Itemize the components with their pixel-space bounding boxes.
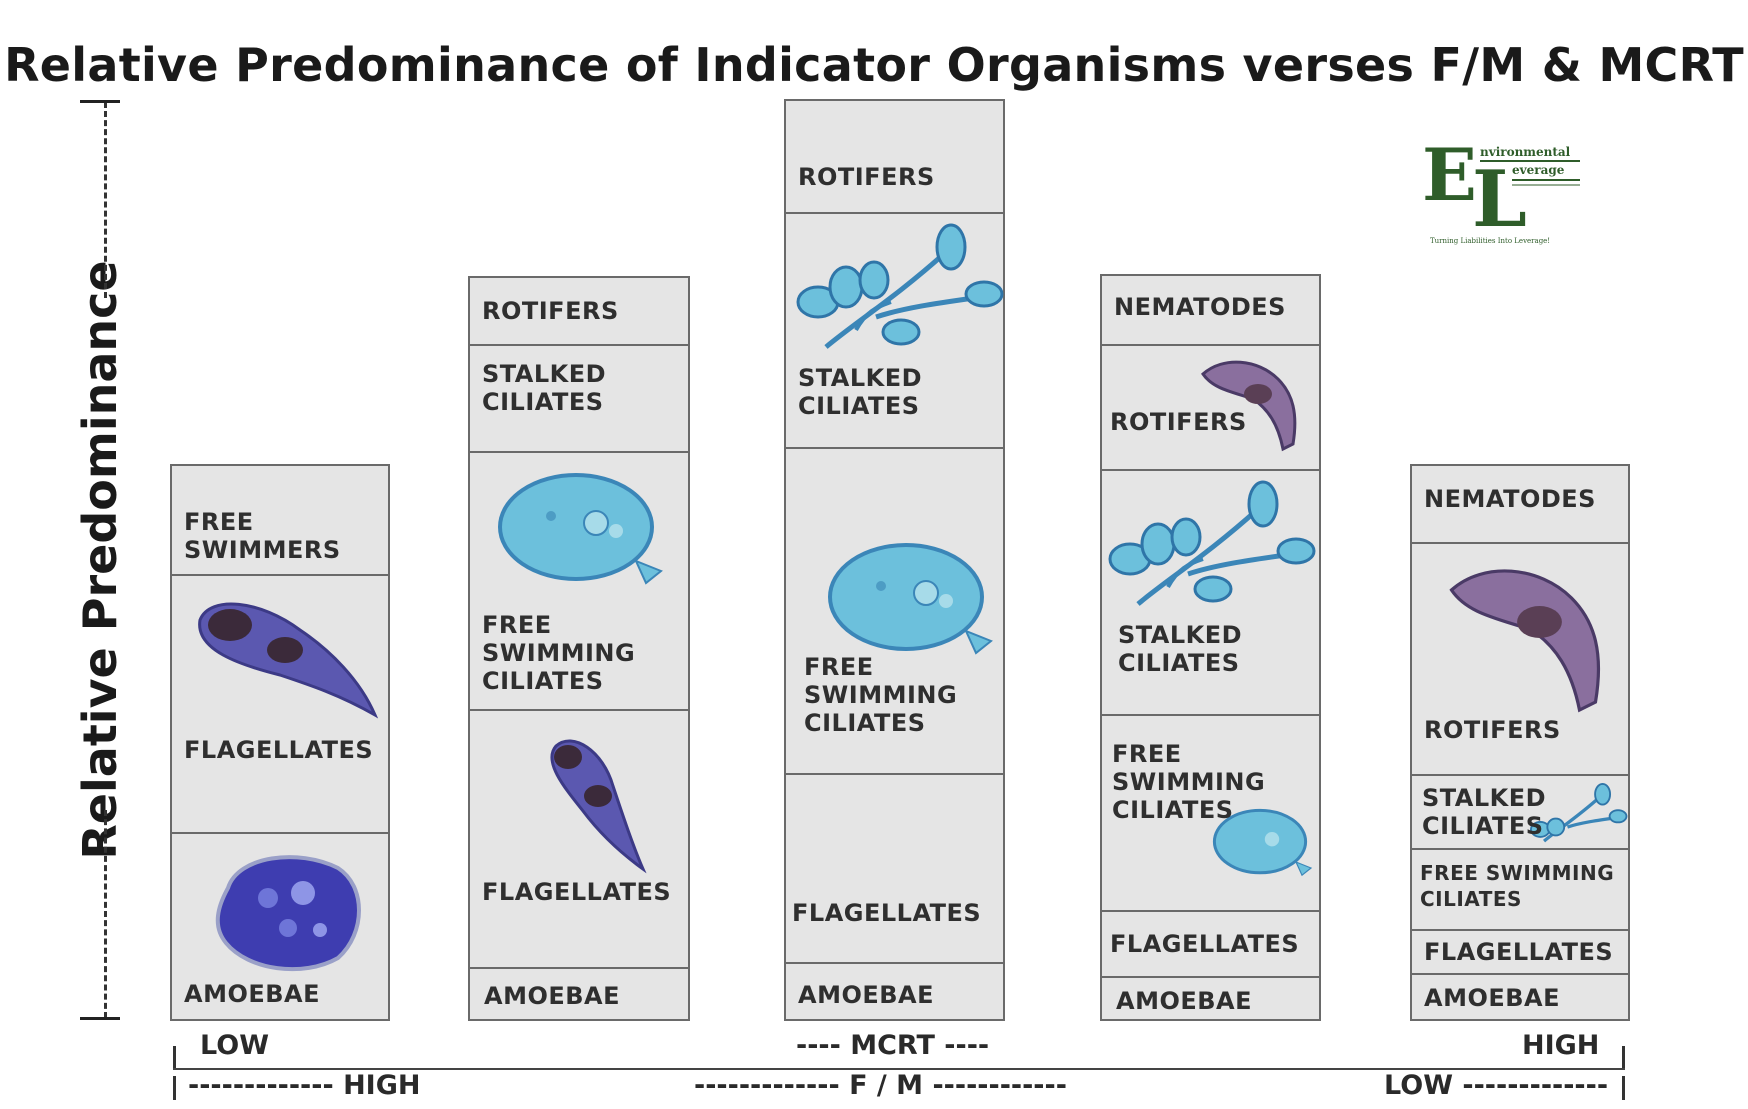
stalked-ciliate-icon xyxy=(1108,480,1316,606)
cell-label: FREE SWIMMING CILIATES xyxy=(1420,861,1615,911)
cell-label: STALKED CILIATES xyxy=(482,360,607,416)
y-axis-lower-dashed-line xyxy=(104,810,107,1018)
rotifer-icon xyxy=(1201,360,1297,452)
cell-label: NEMATODES xyxy=(1424,485,1596,513)
cell-stalked-ciliates: STALKED CILIATES xyxy=(1102,469,1319,714)
cell-label: AMOEBAE xyxy=(798,981,935,1009)
svg-text:everage: everage xyxy=(1512,163,1565,177)
fm-axis-right-tick xyxy=(1622,1076,1625,1100)
cell-free-swimming-ciliates: FREE SWIMMING CILIATES xyxy=(470,451,688,709)
cell-free-swimming-ciliates: FREE SWIMMING CILIATES xyxy=(1102,714,1319,910)
cell-label: FREE SWIMMING CILIATES xyxy=(804,653,958,737)
cell-flagellates: FLAGELLATES xyxy=(1412,929,1628,973)
flagellate-icon xyxy=(198,602,379,719)
column-mid-mcrt: ROTIFERS STALKED CILIATES FREE SWIMMING … xyxy=(784,99,1005,1021)
cell-rotifers: ROTIFERS xyxy=(1412,542,1628,774)
fm-axis-high-label: ------------- HIGH xyxy=(188,1070,421,1101)
mcrt-axis-low-label: LOW xyxy=(200,1030,269,1061)
fm-axis-left-tick xyxy=(173,1076,176,1100)
cell-label: NEMATODES xyxy=(1114,293,1286,321)
y-axis-upper-dashed-line xyxy=(104,102,107,298)
cell-label: AMOEBAE xyxy=(184,980,321,1008)
cell-label: FREE SWIMMING CILIATES xyxy=(1112,740,1266,824)
cell-flagellates: FLAGELLATES xyxy=(470,709,688,967)
rotifer-icon xyxy=(1449,569,1601,713)
svg-text:E: E xyxy=(1422,132,1477,217)
cell-label: FLAGELLATES xyxy=(482,878,672,906)
svg-text:Turning Liabilities Into Lever: Turning Liabilities Into Leverage! xyxy=(1430,237,1550,245)
free-swimming-ciliate-icon xyxy=(1212,808,1313,877)
cell-amoebae: AMOEBAE xyxy=(786,962,1003,1021)
cell-flagellates: FLAGELLATES xyxy=(172,574,388,832)
cell-amoebae: AMOEBAE xyxy=(470,967,688,1021)
cell-label: FREE SWIMMERS xyxy=(184,508,341,564)
cell-free-swimming-ciliates: FREE SWIMMING CILIATES xyxy=(1412,848,1628,929)
y-axis-bottom-cap xyxy=(80,1017,120,1020)
stalked-ciliate-icon xyxy=(796,223,1004,349)
cell-stalked-ciliates: STALKED CILIATES xyxy=(786,212,1004,447)
svg-text:L: L xyxy=(1472,154,1527,245)
cell-free-swimmers: FREE SWIMMERS xyxy=(172,466,388,574)
mcrt-axis-left-tick xyxy=(173,1046,176,1068)
cell-stalked-ciliates: STALKED CILIATES xyxy=(470,344,688,451)
cell-label: STALKED CILIATES xyxy=(1422,784,1547,840)
free-swimming-ciliate-icon xyxy=(498,473,663,585)
cell-label: STALKED CILIATES xyxy=(798,364,923,420)
free-swimming-ciliate-icon xyxy=(828,543,993,655)
stalked-ciliate-icon xyxy=(1530,783,1628,843)
flagellate-icon xyxy=(550,739,647,874)
cell-label: FREE SWIMMING CILIATES xyxy=(482,611,636,695)
mcrt-axis-line xyxy=(173,1068,1625,1070)
cell-rotifers: ROTIFERS xyxy=(470,278,688,344)
column-mid-high-mcrt: NEMATODES ROTIFERS STALKED CILIATES FREE… xyxy=(1100,274,1321,1021)
cell-label: FLAGELLATES xyxy=(792,899,982,927)
mcrt-axis-high-label: HIGH xyxy=(1522,1030,1600,1061)
mcrt-axis-right-tick xyxy=(1622,1046,1625,1068)
cell-label: AMOEBAE xyxy=(1424,984,1561,1012)
cell-amoebae: AMOEBAE xyxy=(172,832,388,1021)
mcrt-axis-center-label: ---- MCRT ---- xyxy=(796,1030,990,1061)
cell-free-swimming-ciliates: FREE SWIMMING CILIATES xyxy=(786,447,1003,773)
cell-label: AMOEBAE xyxy=(1116,987,1253,1015)
fm-axis-low-label: LOW ------------- xyxy=(1384,1070,1609,1101)
column-low-mid-mcrt: ROTIFERS STALKED CILIATES FREE SWIMMING … xyxy=(468,276,690,1021)
cell-amoebae: AMOEBAE xyxy=(1412,973,1628,1021)
column-high-mcrt: NEMATODES ROTIFERS STALKED CILIATES FREE… xyxy=(1410,464,1630,1021)
diagram-title: Relative Predominance of Indicator Organ… xyxy=(4,38,1744,92)
cell-label: ROTIFERS xyxy=(798,163,935,191)
cell-label: ROTIFERS xyxy=(482,297,619,325)
cell-stalked-ciliates: STALKED CILIATES xyxy=(1412,774,1628,848)
cell-flagellates: FLAGELLATES xyxy=(786,773,1003,962)
cell-nematodes: NEMATODES xyxy=(1102,276,1319,344)
y-axis-top-cap xyxy=(80,100,120,103)
cell-nematodes: NEMATODES xyxy=(1412,466,1628,542)
cell-amoebae: AMOEBAE xyxy=(1102,976,1319,1021)
cell-label: AMOEBAE xyxy=(484,982,621,1010)
cell-label: STALKED CILIATES xyxy=(1118,621,1243,677)
cell-label: FLAGELLATES xyxy=(1424,938,1614,966)
cell-label: FLAGELLATES xyxy=(184,736,374,764)
fm-axis-center-label: ------------- F / M ------------ xyxy=(694,1070,1067,1101)
logo-graphic: E L nvironmental everage Turning Liabili… xyxy=(1422,132,1580,245)
column-low-mcrt: FREE SWIMMERS FLAGELLATES AMOEBAE xyxy=(170,464,390,1021)
cell-label: FLAGELLATES xyxy=(1110,930,1300,958)
cell-label: ROTIFERS xyxy=(1110,408,1247,436)
cell-flagellates: FLAGELLATES xyxy=(1102,910,1319,976)
cell-rotifers: ROTIFERS xyxy=(786,101,1003,212)
amoeba-icon xyxy=(215,855,361,972)
y-axis-label: Relative Predominance xyxy=(73,260,127,860)
cell-rotifers: ROTIFERS xyxy=(1102,344,1319,469)
environmental-leverage-logo: E L nvironmental everage Turning Liabili… xyxy=(1420,128,1600,248)
svg-text:nvironmental: nvironmental xyxy=(1480,145,1571,159)
cell-label: ROTIFERS xyxy=(1424,716,1561,744)
